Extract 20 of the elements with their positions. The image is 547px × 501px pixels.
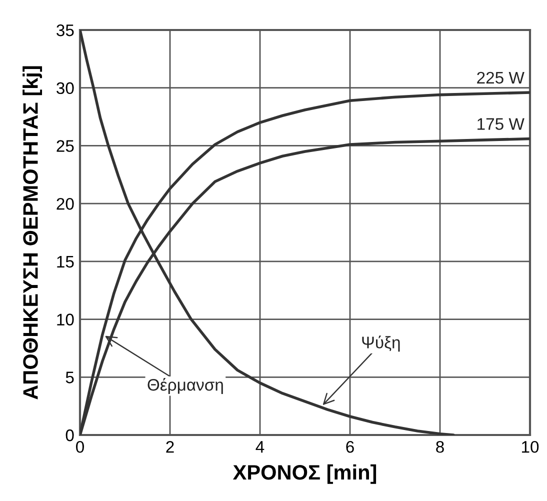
y-tick-label: 0	[66, 429, 74, 442]
y-tick-label: 30	[56, 82, 74, 94]
y-tick-label: 15	[57, 256, 74, 268]
series-label: 225 W	[477, 72, 524, 84]
x-tick-label: 0	[76, 440, 84, 453]
x-axis-title: ΧΡΟΝΟΣ [min]	[232, 464, 376, 484]
x-tick-label: 10	[522, 440, 539, 453]
y-tick-label: 20	[56, 198, 74, 210]
y-axis-title: ΑΠΟΘΗΚΕΥΣΗ ΘΕΡΜΟΤΗΤΑΣ [kj]	[22, 66, 42, 400]
x-tick-label: 6	[346, 440, 354, 453]
x-tick-label: 4	[256, 441, 264, 453]
y-tick-label: 35	[56, 24, 74, 36]
y-tick-label: 10	[57, 314, 74, 326]
annotation: Ψύξη	[362, 336, 400, 352]
x-tick-label: 8	[436, 440, 444, 453]
y-tick-label: 5	[66, 372, 74, 384]
y-tick-label: 25	[56, 140, 74, 152]
x-tick-label: 2	[166, 440, 174, 453]
series-label: 175 W	[478, 118, 524, 130]
annotation: Θέρμανση	[148, 378, 223, 394]
